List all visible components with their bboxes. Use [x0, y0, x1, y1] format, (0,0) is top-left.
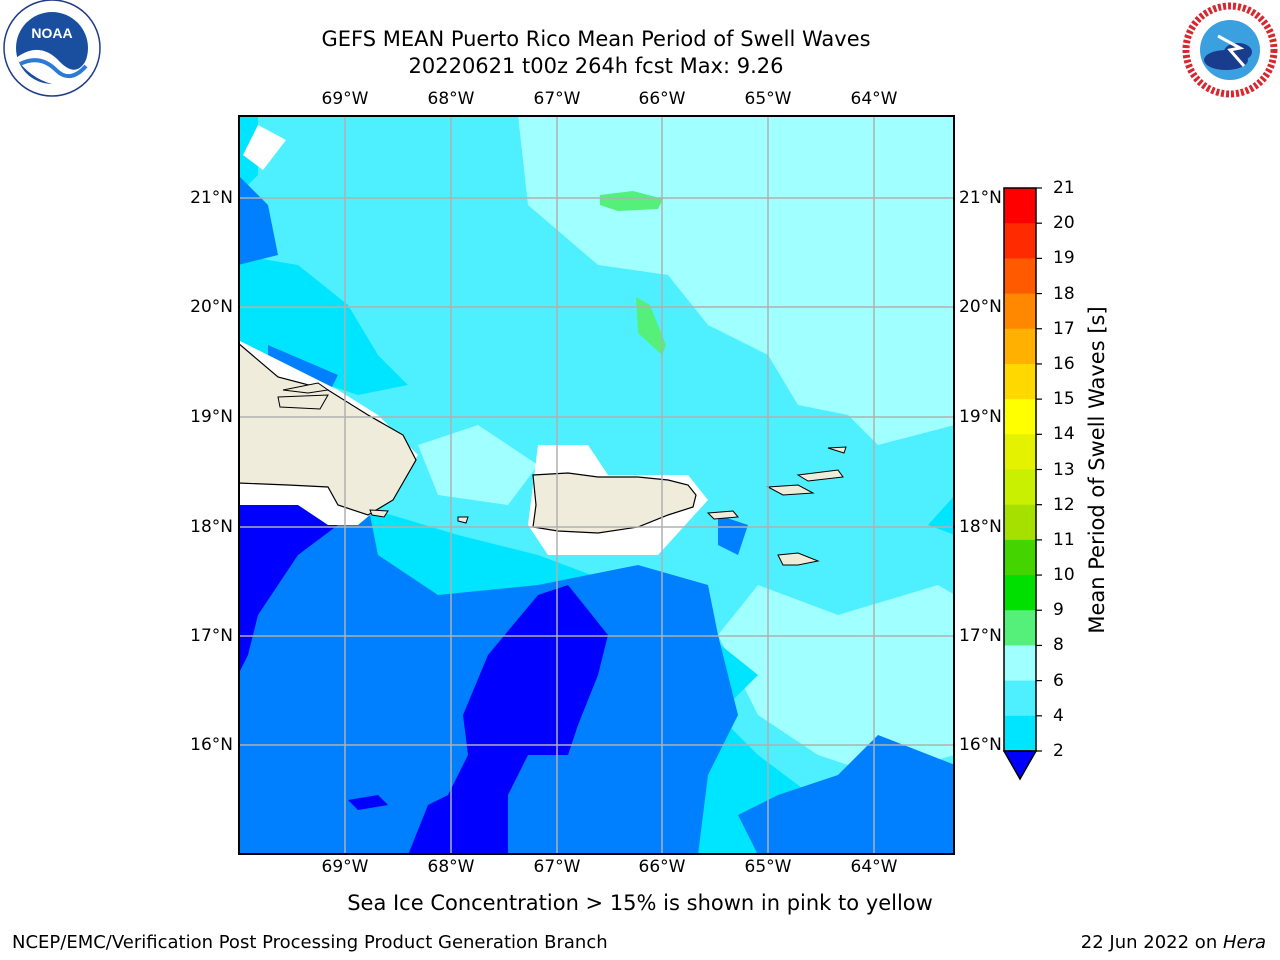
colorbar-segment [1004, 399, 1036, 435]
lon-label-bottom: 65°W [744, 857, 792, 877]
colorbar-tick-label: 14 [1053, 424, 1075, 445]
lon-label-bottom: 68°W [427, 857, 475, 877]
colorbar-tick-label: 20 [1053, 213, 1075, 234]
map-panel [237, 115, 955, 859]
colorbar-segment [1004, 610, 1036, 646]
colorbar-tick-label: 18 [1053, 283, 1075, 304]
swell-band-2-4 [738, 735, 955, 855]
footer-credit: NCEP/EMC/Verification Post Processing Pr… [12, 932, 608, 953]
colorbar-tick-label: 13 [1053, 459, 1075, 480]
colorbar-segment [1004, 715, 1036, 752]
lat-label-left: 18°N [190, 517, 233, 537]
lat-label-right: 16°N [959, 735, 1002, 755]
lat-label-right: 19°N [959, 407, 1002, 427]
tortuga-island [282, 382, 330, 394]
anegada-island [827, 446, 847, 454]
st-croix-island [777, 552, 820, 566]
lat-label-right: 18°N [959, 517, 1002, 537]
lat-label-right: 21°N [959, 188, 1002, 208]
colorbar-segment [1004, 575, 1036, 611]
mona-island [457, 516, 469, 524]
puerto-rico-land [532, 472, 697, 534]
swell-band-below-2 [408, 585, 608, 855]
map-title: GEFS MEAN Puerto Rico Mean Period of Swe… [321, 27, 871, 51]
lat-label-left: 19°N [190, 407, 233, 427]
colorbar-segment [1004, 223, 1036, 259]
colorbar-tick-label: 6 [1053, 670, 1064, 691]
colorbar-segment [1004, 188, 1036, 224]
colorbar-tick-label: 10 [1053, 565, 1075, 586]
lat-label-left: 20°N [190, 297, 233, 317]
virgin-islands [796, 469, 844, 482]
lon-label-top: 68°W [427, 89, 475, 109]
lat-label-right: 17°N [959, 626, 1002, 646]
colorbar-label: Mean Period of Swell Waves [s] [1085, 306, 1109, 634]
vieques-island [706, 510, 739, 520]
colorbar-segment [1004, 258, 1036, 295]
saona-island [369, 509, 389, 518]
colorbar [1000, 185, 1050, 789]
lat-label-left: 16°N [190, 735, 233, 755]
noaa-logo-text: NOAA [31, 25, 72, 41]
colorbar-tick-label: 19 [1053, 248, 1075, 269]
colorbar-tick-label: 4 [1053, 705, 1064, 726]
swell-band-8-9 [468, 445, 508, 495]
colorbar-segment [1004, 645, 1036, 682]
swell-band-below-2 [238, 505, 338, 675]
colorbar-segment [1004, 328, 1036, 365]
colorbar-segment [1004, 539, 1036, 576]
swell-band-4-6 [928, 495, 955, 535]
lon-label-top: 64°W [850, 89, 898, 109]
lon-label-bottom: 69°W [321, 857, 369, 877]
colorbar-segment [1004, 293, 1036, 330]
colorbar-segment [1004, 469, 1036, 506]
gonave-island [277, 394, 329, 410]
swell-band-9-10 [636, 297, 666, 355]
noaa-logo: NOAA [0, 0, 104, 108]
lat-label-left: 17°N [190, 626, 233, 646]
nws-logo [1178, 0, 1280, 108]
colorbar-tick-label: 11 [1053, 529, 1075, 550]
lat-label-right: 20°N [959, 297, 1002, 317]
colorbar-tick-label: 2 [1053, 741, 1064, 761]
sea-ice-note-text: Sea Ice Concentration > 15% is shown in … [347, 891, 933, 915]
land-mask [243, 125, 286, 170]
lon-label-top: 67°W [533, 89, 581, 109]
colorbar-tick-label: 12 [1053, 494, 1075, 515]
map-grid [238, 115, 955, 855]
colorbar-tick-label: 17 [1053, 318, 1075, 339]
lon-label-top: 66°W [638, 89, 686, 109]
colorbar-tick-label: 15 [1053, 389, 1075, 410]
lat-label-left: 21°N [190, 188, 233, 208]
sea-ice-note: Sea Ice Concentration > 15% is shown in … [0, 891, 1280, 915]
swell-band-8-9 [718, 585, 955, 775]
swell-band-below-2 [348, 795, 388, 810]
colorbar-tick-label: 16 [1053, 353, 1075, 374]
virgin-islands [766, 484, 815, 496]
swell-band-2-4 [718, 515, 748, 555]
colorbar-segment [1004, 680, 1036, 717]
colorbar-tick-label: 21 [1053, 178, 1075, 198]
colorbar-extension [1002, 750, 1038, 781]
footer-date: 22 Jun 2022 on Hera [1081, 932, 1266, 953]
lon-label-bottom: 66°W [638, 857, 686, 877]
swell-band-9-10 [600, 191, 663, 211]
footer-date-text: 22 Jun 2022 on [1080, 932, 1223, 953]
lon-label-top: 69°W [321, 89, 369, 109]
map-frame [238, 115, 955, 855]
lon-label-top: 65°W [744, 89, 792, 109]
colorbar-segment [1004, 504, 1036, 541]
colorbar-tick-label: 9 [1053, 600, 1064, 621]
lon-label-bottom: 64°W [850, 857, 898, 877]
colorbar-segment [1004, 363, 1036, 400]
map-subtitle: 20220621 t00z 264h fcst Max: 9.26 [408, 54, 784, 78]
colorbar-tick-label: 8 [1053, 635, 1064, 656]
footer-machine: Hera [1222, 932, 1266, 953]
lon-label-bottom: 67°W [533, 857, 581, 877]
colorbar-segment [1004, 434, 1036, 470]
